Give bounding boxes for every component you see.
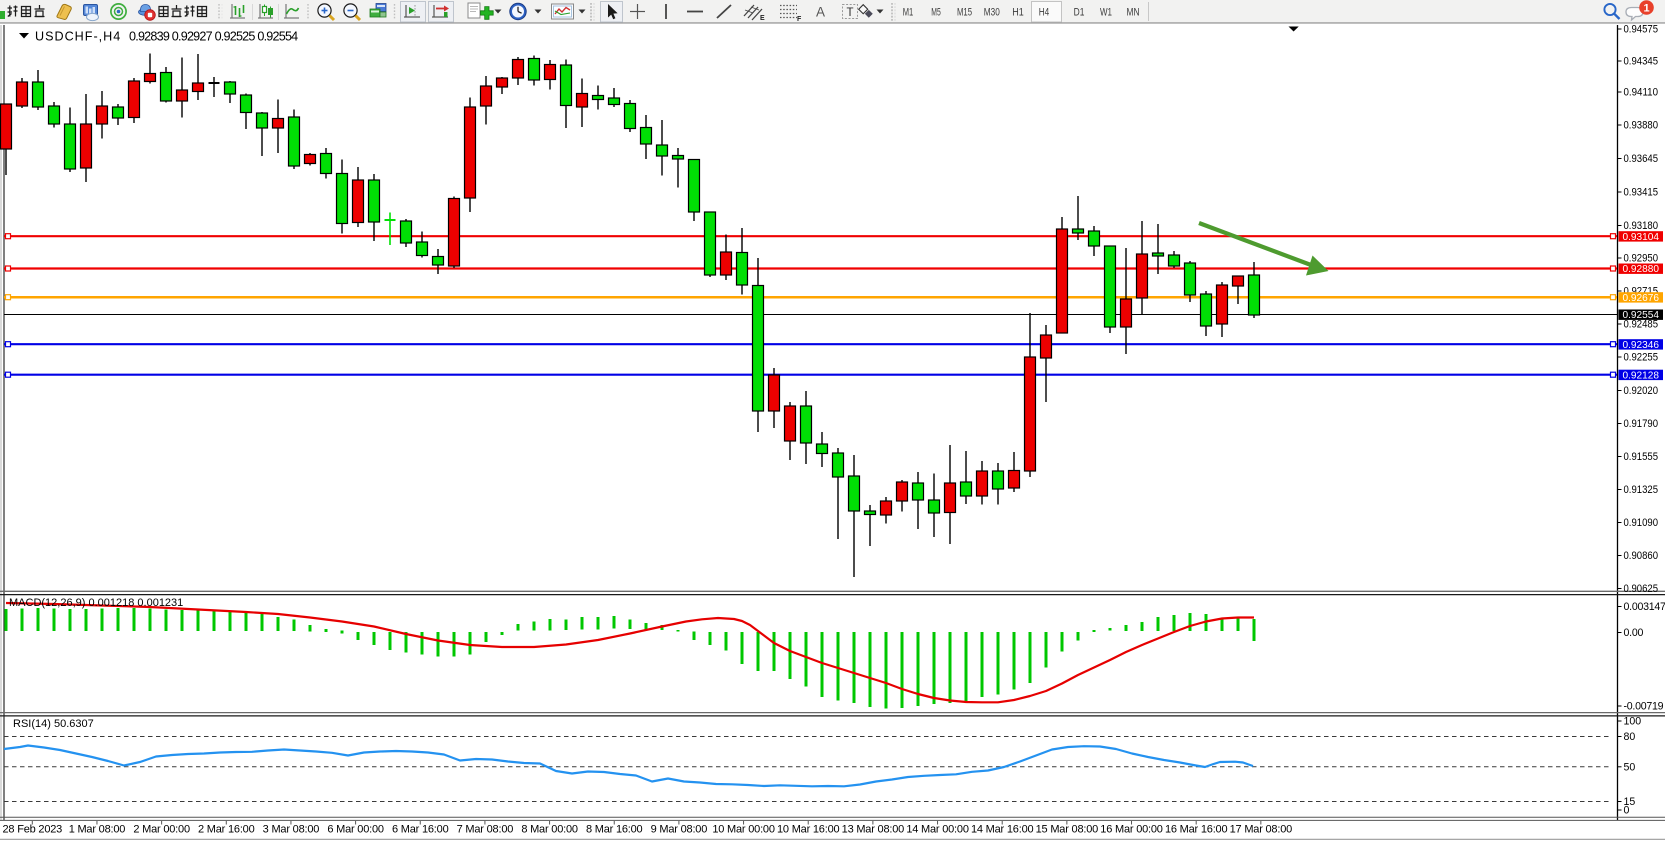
svg-text:28 Feb 2023: 28 Feb 2023 bbox=[3, 824, 63, 836]
svg-text:0.003147: 0.003147 bbox=[1624, 601, 1665, 613]
svg-text:1 Mar 08:00: 1 Mar 08:00 bbox=[69, 824, 126, 836]
svg-text:0.00: 0.00 bbox=[1624, 627, 1644, 639]
svg-text:6 Mar 00:00: 6 Mar 00:00 bbox=[327, 824, 384, 836]
svg-text:MN: MN bbox=[1127, 6, 1140, 18]
svg-text:0.94575: 0.94575 bbox=[1624, 24, 1659, 36]
svg-text:14 Mar 16:00: 14 Mar 16:00 bbox=[971, 824, 1034, 836]
svg-text:13 Mar 08:00: 13 Mar 08:00 bbox=[842, 824, 905, 836]
svg-text:D1: D1 bbox=[1074, 6, 1085, 18]
svg-text:0.90860: 0.90860 bbox=[1624, 550, 1659, 562]
svg-text:8 Mar 00:00: 8 Mar 00:00 bbox=[521, 824, 578, 836]
svg-text:0.93180: 0.93180 bbox=[1624, 220, 1659, 232]
svg-text:0.92128: 0.92128 bbox=[1623, 370, 1660, 381]
svg-text:2 Mar 00:00: 2 Mar 00:00 bbox=[133, 824, 190, 836]
svg-text:10 Mar 16:00: 10 Mar 16:00 bbox=[777, 824, 840, 836]
svg-text:16 Mar 16:00: 16 Mar 16:00 bbox=[1165, 824, 1228, 836]
svg-text:0.91090: 0.91090 bbox=[1624, 517, 1659, 529]
svg-text:0.93880: 0.93880 bbox=[1624, 120, 1659, 132]
svg-text:E: E bbox=[760, 15, 765, 22]
svg-text:H1: H1 bbox=[1012, 6, 1024, 18]
svg-text:17 Mar 08:00: 17 Mar 08:00 bbox=[1230, 824, 1293, 836]
svg-text:2 Mar 16:00: 2 Mar 16:00 bbox=[198, 824, 255, 836]
svg-text:6 Mar 16:00: 6 Mar 16:00 bbox=[392, 824, 449, 836]
svg-text:0.90625: 0.90625 bbox=[1624, 583, 1659, 595]
svg-text:M15: M15 bbox=[957, 6, 972, 18]
svg-text:M1: M1 bbox=[903, 6, 914, 18]
svg-text:0.94110: 0.94110 bbox=[1624, 87, 1659, 99]
svg-text:RSI(14) 50.6307: RSI(14) 50.6307 bbox=[13, 718, 94, 730]
svg-text:M5: M5 bbox=[931, 6, 941, 18]
svg-text:0.93415: 0.93415 bbox=[1624, 187, 1659, 199]
svg-text:M30: M30 bbox=[984, 6, 1000, 18]
svg-text:15: 15 bbox=[1624, 796, 1636, 808]
svg-text:16 Mar 00:00: 16 Mar 00:00 bbox=[1100, 824, 1163, 836]
svg-text:100: 100 bbox=[1624, 716, 1642, 728]
svg-text:0.92676: 0.92676 bbox=[1623, 293, 1660, 304]
svg-text:T: T bbox=[847, 7, 854, 19]
svg-text:0.92020: 0.92020 bbox=[1624, 385, 1659, 397]
svg-text:0.92485: 0.92485 bbox=[1624, 319, 1659, 331]
svg-text:80: 80 bbox=[1624, 731, 1636, 743]
svg-text:0: 0 bbox=[1624, 805, 1630, 817]
svg-text:0.92839 0.92927 0.92525 0.9255: 0.92839 0.92927 0.92525 0.92554 bbox=[129, 30, 298, 44]
svg-text:8 Mar 16:00: 8 Mar 16:00 bbox=[586, 824, 643, 836]
svg-text:W1: W1 bbox=[1100, 6, 1112, 18]
svg-text:F: F bbox=[797, 16, 802, 23]
svg-text:A: A bbox=[816, 5, 825, 20]
svg-text:H4: H4 bbox=[1039, 6, 1050, 18]
svg-text:0.92950: 0.92950 bbox=[1624, 253, 1659, 265]
svg-text:1: 1 bbox=[1643, 3, 1649, 15]
svg-text:0.94345: 0.94345 bbox=[1624, 56, 1659, 68]
svg-text:0.92255: 0.92255 bbox=[1624, 352, 1659, 364]
svg-text:-0.00719: -0.00719 bbox=[1624, 701, 1664, 713]
svg-text:15 Mar 08:00: 15 Mar 08:00 bbox=[1036, 824, 1099, 836]
svg-text:7 Mar 08:00: 7 Mar 08:00 bbox=[457, 824, 514, 836]
svg-text:50: 50 bbox=[1624, 761, 1636, 773]
svg-text:USDCHF-,H4: USDCHF-,H4 bbox=[35, 30, 121, 44]
svg-text:0.91790: 0.91790 bbox=[1624, 418, 1659, 430]
svg-text:0.92554: 0.92554 bbox=[1623, 310, 1660, 321]
svg-text:0.91555: 0.91555 bbox=[1624, 451, 1659, 463]
svg-text:0.92346: 0.92346 bbox=[1623, 340, 1660, 351]
svg-text:0.93104: 0.93104 bbox=[1623, 232, 1660, 243]
svg-text:0.93645: 0.93645 bbox=[1624, 153, 1659, 165]
svg-text:3 Mar 08:00: 3 Mar 08:00 bbox=[263, 824, 320, 836]
svg-text:MACD(12,26,9) 0.001218 0.00123: MACD(12,26,9) 0.001218 0.001231 bbox=[9, 597, 183, 609]
svg-text:0.92880: 0.92880 bbox=[1623, 264, 1660, 275]
svg-text:0.91325: 0.91325 bbox=[1624, 484, 1659, 496]
svg-text:10 Mar 00:00: 10 Mar 00:00 bbox=[712, 824, 775, 836]
svg-text:14 Mar 00:00: 14 Mar 00:00 bbox=[906, 824, 969, 836]
svg-text:9 Mar 08:00: 9 Mar 08:00 bbox=[651, 824, 708, 836]
